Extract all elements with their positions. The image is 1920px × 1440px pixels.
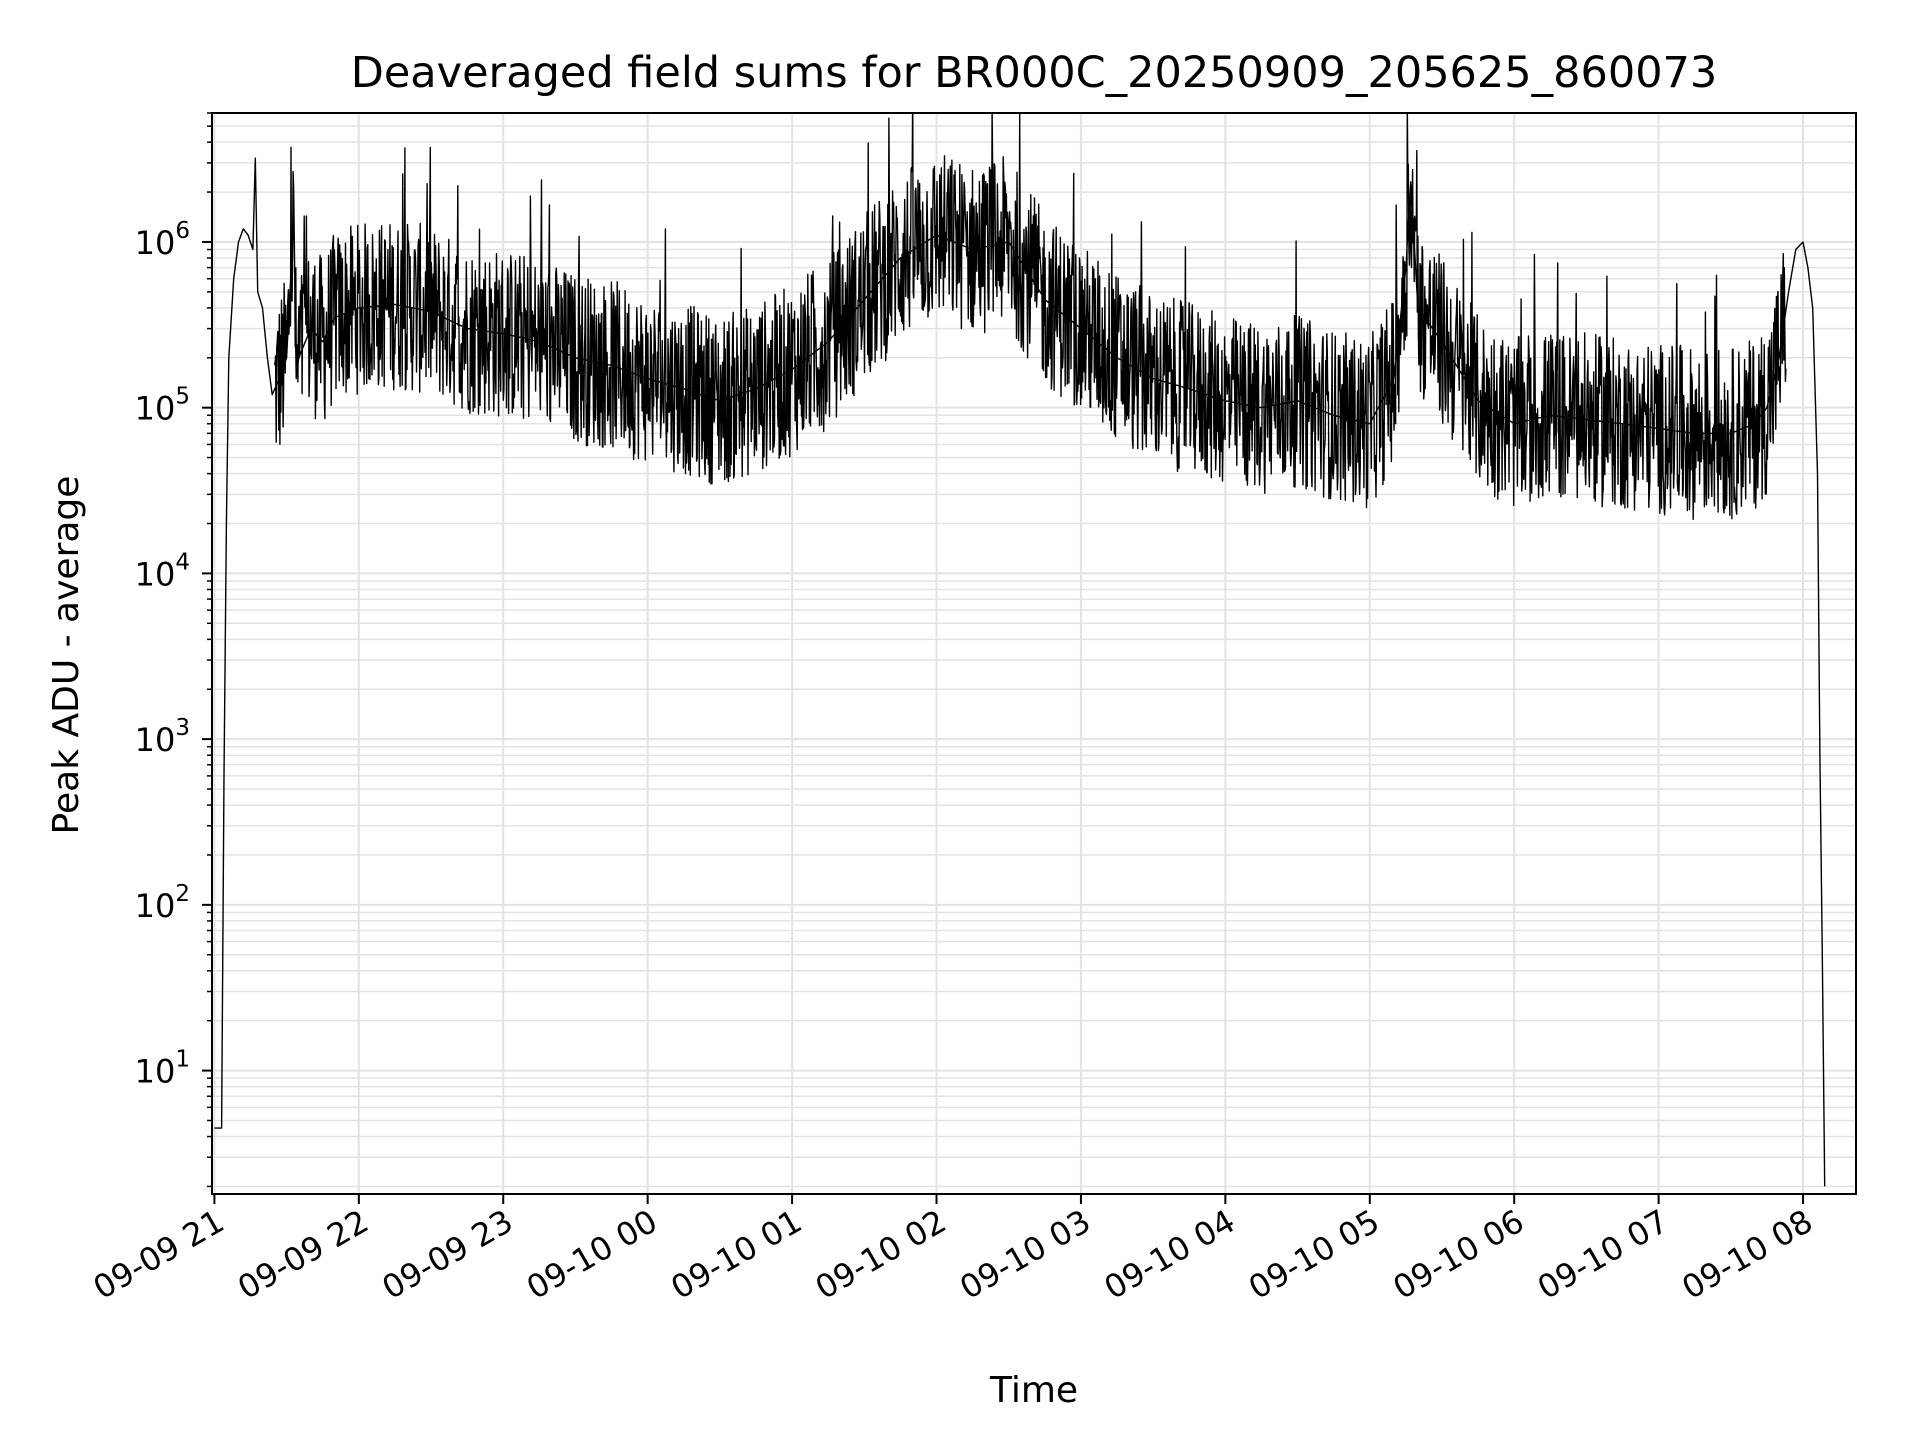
series-line: [214, 113, 1826, 1187]
chart-title: Deaveraged field sums for BR000C_2025090…: [351, 48, 1718, 98]
y-axis: 101 102 103 104 105 106: [135, 112, 212, 1188]
plot-area: [214, 113, 1826, 1187]
y-tick-label: 104: [135, 549, 190, 593]
x-axis-label: Time: [989, 1370, 1078, 1411]
plot-frame: [211, 112, 1857, 1195]
y-tick-label: 103: [135, 715, 190, 759]
y-tick-label: 102: [135, 881, 190, 925]
y-axis-label: Peak ADU - average: [46, 476, 87, 835]
y-tick-label: 101: [135, 1047, 190, 1091]
y-tick-label: 105: [135, 384, 190, 428]
y-tick-label: 106: [135, 218, 190, 262]
